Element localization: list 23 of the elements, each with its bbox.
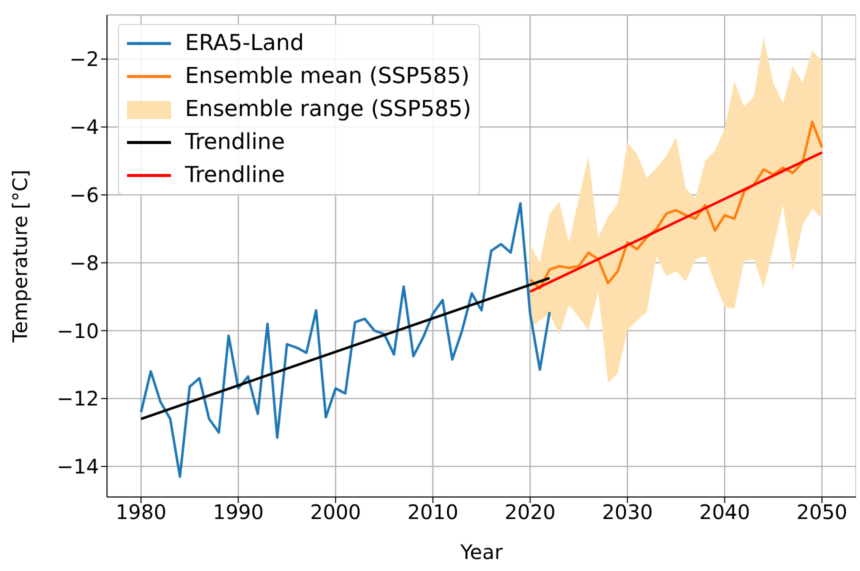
x-tick-label: 2040 bbox=[699, 500, 750, 524]
y-tick-label: −14 bbox=[56, 454, 99, 479]
x-tick-label: 1990 bbox=[212, 500, 264, 524]
y-tick-label: −6 bbox=[70, 183, 99, 207]
x-tick-label: 2010 bbox=[407, 500, 458, 524]
legend-label: Trendline bbox=[185, 129, 285, 157]
x-tick-label: 2020 bbox=[504, 500, 556, 524]
x-tick-label: 1980 bbox=[116, 500, 166, 524]
x-axis-title: Year bbox=[459, 540, 504, 564]
legend-label: Trendline bbox=[185, 162, 285, 190]
x-tick-label: 2050 bbox=[796, 500, 848, 524]
x-tick-label: 2000 bbox=[310, 500, 362, 524]
legend-label: Ensemble range (SSP585) bbox=[185, 96, 472, 124]
y-tick-label: −12 bbox=[56, 386, 99, 411]
y-tick-label: −2 bbox=[70, 47, 99, 72]
y-tick-label: −10 bbox=[56, 318, 99, 343]
y-tick-label: −4 bbox=[70, 115, 99, 140]
legend-label: Ensemble mean (SSP585) bbox=[185, 63, 470, 91]
x-tick-label: 2030 bbox=[602, 500, 653, 524]
line-series bbox=[140, 202, 551, 478]
y-tick-label: −8 bbox=[70, 250, 99, 275]
legend-label: ERA5-Land bbox=[185, 30, 304, 58]
y-axis-title: Temperature [°C] bbox=[8, 170, 32, 344]
